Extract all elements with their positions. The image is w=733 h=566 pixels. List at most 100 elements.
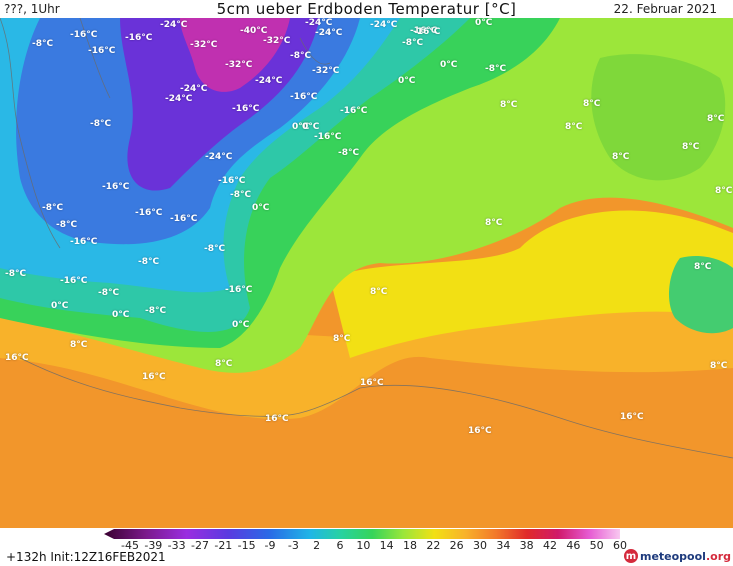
- model-run-info: +132h Init:12Z16FEB2021: [6, 550, 166, 564]
- scale-tick-label: -9: [264, 539, 276, 552]
- temp-label: -8°C: [138, 257, 160, 267]
- temp-label: -8°C: [5, 269, 27, 279]
- temp-label: -24°C: [315, 28, 343, 38]
- color-scale-ticks: -45 -39 -33 -27 -21 -15 -9 -3 2 6 10 14 18 22 26 30 34 38…: [104, 539, 634, 553]
- land-patch-east: [591, 54, 726, 181]
- temp-label: 0°C: [302, 122, 320, 132]
- forecast-date-label: 22. Februar 2021: [613, 2, 717, 16]
- scale-tick-label: 14: [379, 539, 394, 552]
- temp-label: -16°C: [410, 26, 438, 36]
- forecast-time-label: ???, 1Uhr: [4, 2, 60, 16]
- yellow-band: [330, 210, 733, 358]
- scale-tick-label: 18: [403, 539, 417, 552]
- temp-label: -16°C: [125, 33, 153, 43]
- temp-label: 8°C: [370, 287, 388, 297]
- temp-label: 0°C: [252, 203, 270, 213]
- temperature-field: [0, 18, 733, 528]
- temp-label: 16°C: [620, 412, 644, 422]
- map-header: ???, 1Uhr 5cm ueber Erdboden Temperatur …: [0, 0, 733, 20]
- temp-label: 8°C: [715, 186, 733, 196]
- temp-label: -16°C: [102, 182, 130, 192]
- color-scale-bar: [104, 529, 620, 539]
- temp-label: -40°C: [240, 26, 268, 36]
- temp-label: 0°C: [440, 60, 458, 70]
- temp-label: -16°C: [60, 276, 88, 286]
- temp-label: -24°C: [255, 76, 283, 86]
- temperature-map: -24°C -16°C -24°C 0°C -16°C -16°C -8°C -…: [0, 18, 733, 528]
- temp-label: -24°C: [165, 94, 193, 104]
- temp-label: 16°C: [360, 378, 384, 388]
- scale-tick-label: 42: [543, 539, 557, 552]
- temp-label: -16°C: [314, 132, 342, 142]
- temp-label: 16°C: [142, 372, 166, 382]
- temp-label: -16°C: [232, 104, 260, 114]
- scale-tick-label: -33: [167, 539, 186, 552]
- temp-label: 16°C: [5, 353, 29, 363]
- temp-label: 8°C: [565, 122, 583, 132]
- temp-label: -24°C: [160, 20, 188, 30]
- magenta-core: [180, 18, 290, 92]
- scale-tick-label: -27: [191, 539, 209, 552]
- temp-label: -16°C: [70, 237, 98, 247]
- scale-tick-label: -39: [144, 539, 163, 552]
- temp-label: -32°C: [263, 36, 291, 46]
- temp-label: -24°C: [305, 18, 333, 28]
- logo-tld: .org: [705, 549, 731, 563]
- temp-label: -32°C: [312, 66, 340, 76]
- temp-label: 0°C: [51, 301, 69, 311]
- temp-label: -8°C: [402, 38, 424, 48]
- land-patch-southeast: [668, 256, 733, 334]
- scale-tick-label: 46: [566, 539, 581, 552]
- temp-label: 0°C: [292, 122, 310, 132]
- temp-label: -16°C: [218, 176, 246, 186]
- map-title: 5cm ueber Erdboden Temperatur [°C]: [216, 0, 517, 18]
- temp-label: -24°C: [180, 84, 208, 94]
- temp-label: 8°C: [583, 99, 601, 109]
- temp-label: 8°C: [682, 142, 700, 152]
- logo-icon: m: [623, 549, 638, 563]
- temp-label: -16°C: [70, 30, 98, 40]
- scale-tick-label: 30: [473, 539, 487, 552]
- temp-label: 8°C: [707, 114, 725, 124]
- scale-tick-label: -45: [121, 539, 139, 552]
- temp-label: -16°C: [170, 214, 198, 224]
- scale-tick-label: 6: [336, 539, 344, 552]
- temp-label: -24°C: [205, 152, 233, 162]
- temp-label: 8°C: [694, 262, 712, 272]
- scale-tick-label: 10: [356, 539, 371, 552]
- temp-label: 8°C: [333, 334, 351, 344]
- temp-label: -24°C: [370, 20, 398, 30]
- temp-label: -16°C: [225, 285, 253, 295]
- temp-label: -32°C: [190, 40, 218, 50]
- temp-label: -8°C: [32, 39, 54, 49]
- scale-tick-label: 22: [426, 539, 441, 552]
- temp-label: -8°C: [338, 148, 360, 158]
- temp-label: -8°C: [145, 306, 167, 316]
- temp-label: 8°C: [485, 218, 503, 228]
- temp-label: 8°C: [612, 152, 630, 162]
- temp-label: -16°C: [340, 106, 368, 116]
- temp-label: -32°C: [225, 60, 253, 70]
- temp-label: 0°C: [232, 320, 250, 330]
- coastline-outline: [0, 18, 733, 459]
- scale-tick-label: 2: [313, 539, 321, 552]
- meteopool-logo: m meteopool.org: [623, 548, 731, 564]
- temp-label: 0°C: [112, 310, 130, 320]
- scale-tick-label: -15: [237, 539, 256, 552]
- temp-label: -16°C: [88, 46, 116, 56]
- scale-tick-label: 26: [449, 539, 464, 552]
- temp-label: -16°C: [290, 92, 318, 102]
- temp-label: -8°C: [56, 220, 78, 230]
- scale-tick-label: -21: [214, 539, 233, 552]
- scale-tick-label: 60: [613, 539, 627, 552]
- temp-label: -8°C: [42, 203, 64, 213]
- scale-tick-label: -3: [287, 539, 299, 552]
- temp-label: -16°C: [413, 27, 441, 37]
- temp-label: -8°C: [98, 288, 120, 298]
- temp-label: 0°C: [398, 76, 416, 86]
- temp-label: 0°C: [475, 18, 493, 28]
- temp-label: 8°C: [710, 361, 728, 371]
- temp-label: -8°C: [290, 51, 312, 61]
- temp-label: -8°C: [90, 119, 112, 129]
- temp-label: 16°C: [265, 414, 289, 424]
